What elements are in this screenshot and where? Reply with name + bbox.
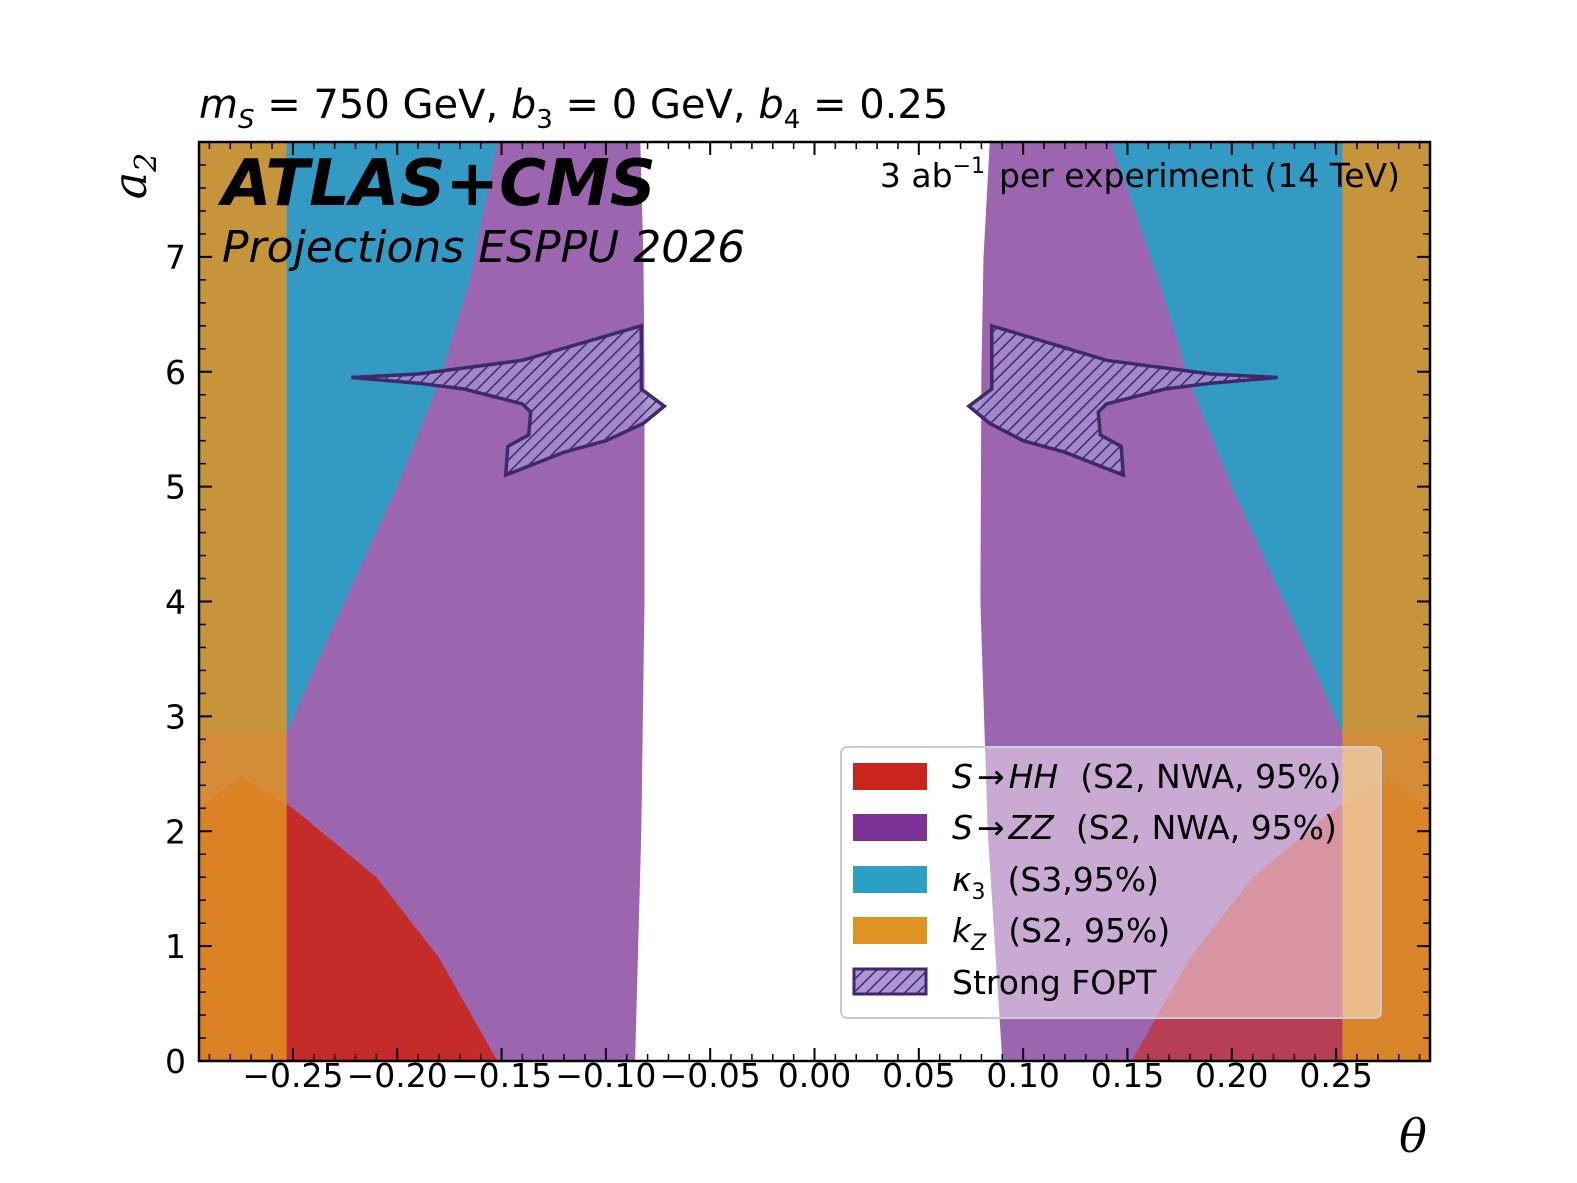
axis-ticks: −0.25 −0.20 −0.15 −0.10 −0.05 0.00 0.05 0.10 0.1…: [165, 142, 1430, 1095]
kz-band-left: [199, 142, 287, 1061]
y-tick-label: 2: [165, 812, 186, 851]
x-tick-label: −0.10: [555, 1056, 656, 1095]
legend-box: [840, 746, 1382, 1019]
fopt-region-left: [351, 323, 668, 478]
fopt-region-right: [966, 323, 1278, 478]
y-tick-label: 3: [165, 697, 186, 736]
x-axis-label: θ: [1399, 1109, 1427, 1163]
legend-swatch-k3: [853, 866, 927, 893]
x-tick-label: 0.15: [1091, 1056, 1164, 1095]
x-tick-label: 0.10: [986, 1056, 1059, 1095]
legend-swatch-kz: [853, 917, 927, 944]
x-tick-label: −0.25: [242, 1056, 343, 1095]
y-tick-label: 1: [165, 927, 186, 966]
y-tick-label: 6: [165, 353, 186, 392]
y-tick-label: 0: [165, 1042, 186, 1081]
legend-label-zz: S → ZZ (S2, NWA, 95%): [952, 808, 1337, 847]
x-tick-label: −0.20: [347, 1056, 448, 1095]
plot-area: [199, 142, 1430, 1061]
legend: S → HH (S2, NWA, 95%) S → ZZ (S2, NWA, 95%) κ3…: [840, 746, 1382, 1019]
y-axis-label: a2: [103, 153, 164, 200]
legend-swatch-fopt: [852, 967, 928, 996]
x-tick-label: 0.05: [882, 1056, 955, 1095]
legend-label-k3: κ3 (S3,95%): [952, 860, 1159, 905]
y-tick-label: 7: [165, 238, 186, 277]
legend-swatch-zz: [853, 814, 927, 841]
luminosity-label: 3 ab−1 per experiment (14 TeV): [880, 154, 1400, 195]
legend-label-fopt: Strong FOPT: [952, 963, 1157, 1002]
legend-label-kz: kZ (S2, 95%): [952, 911, 1170, 956]
x-tick-label: 0.25: [1299, 1056, 1372, 1095]
y-tick-label: 5: [165, 468, 186, 507]
x-tick-label: −0.15: [451, 1056, 552, 1095]
chart-title: mS = 750 GeV, b3 = 0 GeV, b4 = 0.25: [199, 82, 948, 135]
y-tick-label: 4: [165, 583, 186, 622]
x-tick-label: 0.00: [778, 1056, 851, 1095]
experiment-label: ATLAS+CMS: [217, 147, 656, 221]
legend-swatch-hh: [853, 763, 927, 790]
kz-band-right: [1342, 142, 1430, 1061]
experiment-subtitle: Projections ESPPU 2026: [222, 222, 745, 273]
x-tick-label: −0.05: [660, 1056, 761, 1095]
legend-label-hh: S → HH (S2, NWA, 95%): [952, 757, 1341, 796]
x-tick-label: 0.20: [1195, 1056, 1268, 1095]
